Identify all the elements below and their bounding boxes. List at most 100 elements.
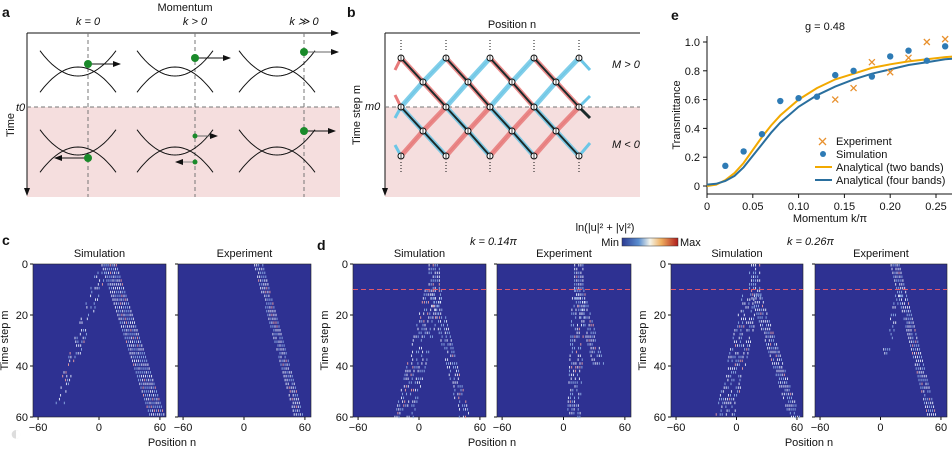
negative-mass-region bbox=[385, 107, 640, 197]
wavepacket-dot bbox=[300, 48, 308, 56]
y-tick-label: 60 bbox=[654, 412, 666, 424]
y-tick-label: 0 bbox=[660, 259, 666, 271]
lattice-link bbox=[467, 106, 491, 132]
legend-four-bands: Analytical (four bands) bbox=[836, 175, 945, 187]
simulation-point bbox=[832, 71, 839, 79]
x-tick-label: 0.25 bbox=[925, 201, 946, 213]
simulation-point bbox=[923, 57, 931, 64]
y-tick-label: 0.2 bbox=[685, 152, 700, 164]
legend-simulation: Simulation bbox=[836, 149, 887, 161]
experiment-point bbox=[831, 96, 839, 104]
x-tick-label: 0 bbox=[241, 422, 247, 434]
lattice-link bbox=[422, 106, 447, 132]
legend-experiment: Experiment bbox=[836, 136, 892, 148]
lattice-link bbox=[445, 106, 469, 132]
y-tick-label: 40 bbox=[336, 361, 348, 373]
wavepacket-dot bbox=[84, 154, 92, 162]
experiment-point bbox=[886, 68, 894, 76]
y-axis-label: Time step m bbox=[319, 310, 331, 370]
lattice-link bbox=[467, 81, 491, 108]
experiment-point bbox=[905, 54, 912, 62]
x-tick-label: 0.05 bbox=[742, 201, 763, 213]
legend-two-bands: Analytical (two bands) bbox=[836, 162, 944, 174]
valence-band-curve bbox=[136, 50, 214, 77]
y-tick-label: 40 bbox=[654, 361, 666, 373]
lattice-link bbox=[489, 57, 513, 83]
lattice-link bbox=[467, 57, 491, 83]
x-tick-label: 60 bbox=[154, 422, 166, 434]
y-axis-label: Time step m bbox=[637, 310, 649, 370]
legend: Experiment Simulation Analytical (two ba… bbox=[815, 136, 945, 187]
heatmap-background bbox=[352, 263, 487, 418]
panel-label-c: c bbox=[2, 232, 10, 248]
heatmap-4: Experiment −60 0 60 bbox=[493, 248, 632, 434]
y-tick-label: 60 bbox=[336, 412, 348, 424]
conduction-band-curve bbox=[238, 66, 316, 93]
panel-label-d: d bbox=[317, 237, 326, 253]
x-tick-label: −60 bbox=[811, 422, 830, 434]
simulation-point bbox=[941, 43, 949, 50]
valence-band-curve bbox=[238, 129, 316, 156]
heatmap-title: Experiment bbox=[217, 248, 273, 260]
x-tick-label: 0.15 bbox=[834, 201, 855, 213]
x-tick-label: −60 bbox=[349, 422, 368, 434]
lattice-link bbox=[511, 57, 535, 83]
lattice-link bbox=[445, 57, 469, 83]
heatmap-title: Simulation bbox=[711, 248, 762, 260]
time-axis-label: Time bbox=[5, 113, 17, 137]
x-axis-label: Position n bbox=[468, 437, 516, 449]
y-axis-label: Time step m bbox=[0, 310, 11, 370]
simulation-point bbox=[758, 130, 766, 138]
band-diagrams bbox=[39, 33, 339, 197]
x-tick-label: 0.10 bbox=[788, 201, 809, 213]
y-axis-label: Transmittance bbox=[671, 80, 683, 149]
y-tick-label: 0.8 bbox=[685, 66, 700, 78]
momentum-axis-label: Momentum bbox=[157, 2, 212, 14]
x-tick-label: 0 bbox=[704, 201, 710, 213]
positive-mass-label: M > 0 bbox=[612, 59, 641, 71]
lattice-link bbox=[533, 130, 557, 157]
colorbar-label: ln(|u|² + |v|²) bbox=[576, 222, 635, 234]
simulation-point bbox=[887, 53, 894, 60]
heatmap-background bbox=[177, 263, 312, 418]
lattice-link bbox=[400, 106, 424, 132]
lattice-link bbox=[400, 81, 424, 108]
x-tick-label: −60 bbox=[667, 422, 686, 434]
lattice-link bbox=[422, 57, 447, 83]
wavepacket-dot bbox=[192, 133, 198, 139]
position-axis-label: Position n bbox=[488, 19, 536, 31]
lattice-link bbox=[533, 106, 557, 132]
x-tick-label: 0 bbox=[877, 422, 883, 434]
wavepacket-dot bbox=[300, 127, 308, 135]
conduction-band-curve bbox=[39, 146, 117, 173]
heatmap-background bbox=[814, 263, 948, 418]
simulation-point bbox=[777, 97, 784, 105]
lattice-link bbox=[400, 57, 424, 83]
negative-mass-label: M < 0 bbox=[612, 139, 641, 151]
x-axis-label: Position n bbox=[148, 437, 196, 449]
lattice-link bbox=[511, 81, 535, 108]
heatmap-title: Simulation bbox=[74, 248, 125, 260]
colorbar: ln(|u|² + |v|²) Min Max bbox=[576, 222, 702, 249]
lattice-link bbox=[422, 81, 447, 108]
k-label-2: k ≫ 0 bbox=[289, 16, 319, 28]
lattice-link bbox=[422, 130, 447, 157]
k-label-026: k = 0.26π bbox=[787, 236, 834, 248]
curve-analytical-four-bands- bbox=[706, 57, 952, 186]
lattice-link bbox=[555, 57, 580, 83]
lattice-link bbox=[533, 81, 557, 108]
legend-experiment-marker bbox=[818, 137, 827, 146]
heatmap-background bbox=[32, 263, 167, 418]
y-tick-label: 20 bbox=[654, 310, 666, 322]
heatmap-background bbox=[496, 263, 632, 418]
lattice-link bbox=[555, 130, 580, 157]
experiment-point bbox=[868, 58, 876, 66]
lattice-link bbox=[511, 130, 535, 157]
colorbar-min: Min bbox=[601, 237, 619, 249]
y-tick-label: 20 bbox=[16, 310, 28, 322]
x-tick-label: 0 bbox=[733, 422, 739, 434]
